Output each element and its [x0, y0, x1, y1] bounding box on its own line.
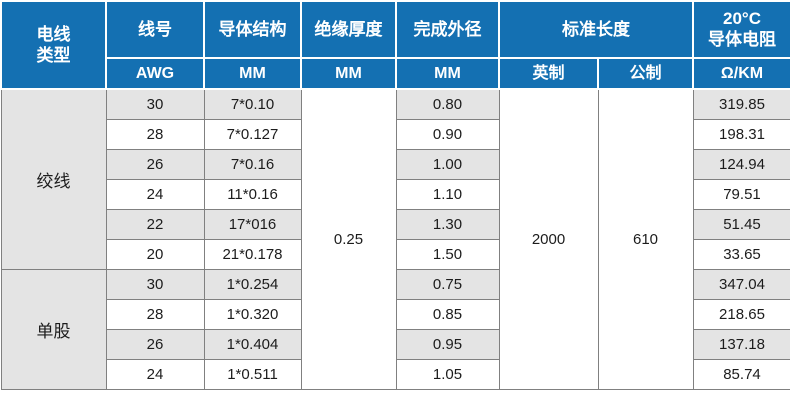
cell-awg: 24 [105, 359, 205, 390]
table-row: 22 17*016 1.30 51.45 [1, 209, 790, 240]
table-header: 电线 类型 线号 导体结构 绝缘厚度 完成外径 标准长度 20°C 导体电阻 A… [0, 0, 790, 90]
unit-od-mm: MM [395, 57, 500, 90]
header-row-titles: 电线 类型 线号 导体结构 绝缘厚度 完成外径 标准长度 20°C 导体电阻 [0, 0, 790, 90]
table-row: 24 11*0.16 1.10 79.51 [1, 179, 790, 210]
cell-resistance: 218.65 [692, 299, 790, 330]
cell-conductor: 7*0.10 [203, 88, 302, 120]
cell-conductor: 1*0.511 [203, 359, 302, 390]
cell-conductor: 7*0.16 [203, 149, 302, 180]
cell-od: 1.10 [395, 179, 500, 210]
cell-conductor: 21*0.178 [203, 239, 302, 270]
cell-od: 1.00 [395, 149, 500, 180]
cell-resistance: 51.45 [692, 209, 790, 240]
cell-od: 0.80 [395, 88, 500, 120]
merged-metric-length-cell: 610 [597, 88, 694, 390]
unit-awg: AWG [105, 57, 205, 90]
header-resistance-line1: 20°C [723, 9, 761, 29]
cell-awg: 26 [105, 149, 205, 180]
cell-awg: 22 [105, 209, 205, 240]
header-row-units: AWG MM MM MM 英制 公制 Ω/KM [1, 57, 790, 90]
wire-type-cell-solid: 单股 [0, 269, 107, 390]
cell-resistance: 124.94 [692, 149, 790, 180]
cell-resistance: 85.74 [692, 359, 790, 390]
cell-awg: 30 [105, 88, 205, 120]
cell-od: 1.50 [395, 239, 500, 270]
table-row: 28 1*0.320 0.85 218.65 [1, 299, 790, 330]
cell-awg: 28 [105, 119, 205, 150]
table-row: 24 1*0.511 1.05 85.74 [1, 359, 790, 390]
header-wire-gauge: 线号 [105, 0, 205, 59]
unit-conductor-mm: MM [203, 57, 302, 90]
cell-od: 1.30 [395, 209, 500, 240]
wire-spec-table: 电线 类型 线号 导体结构 绝缘厚度 完成外径 标准长度 20°C 导体电阻 A… [0, 0, 790, 390]
cell-awg: 20 [105, 239, 205, 270]
table-row: 20 21*0.178 1.50 33.65 [1, 239, 790, 270]
cell-conductor: 1*0.404 [203, 329, 302, 360]
table-row: 26 1*0.404 0.95 137.18 [1, 329, 790, 360]
cell-resistance: 198.31 [692, 119, 790, 150]
cell-od: 1.05 [395, 359, 500, 390]
cell-conductor: 17*016 [203, 209, 302, 240]
cell-conductor: 7*0.127 [203, 119, 302, 150]
cell-od: 0.90 [395, 119, 500, 150]
unit-metric: 公制 [597, 57, 694, 90]
cell-od: 0.95 [395, 329, 500, 360]
merged-insulation-cell: 0.25 [300, 88, 397, 390]
header-wire-type: 电线 类型 [0, 0, 107, 90]
header-resistance-line2: 导体电阻 [708, 29, 776, 49]
cell-resistance: 347.04 [692, 269, 790, 300]
unit-insulation-mm: MM [300, 57, 397, 90]
cell-od: 0.75 [395, 269, 500, 300]
header-resistance: 20°C 导体电阻 [692, 0, 790, 59]
cell-resistance: 137.18 [692, 329, 790, 360]
header-conductor-structure: 导体结构 [203, 0, 302, 59]
cell-conductor: 11*0.16 [203, 179, 302, 210]
cell-awg: 24 [105, 179, 205, 210]
cell-conductor: 1*0.320 [203, 299, 302, 330]
cell-od: 0.85 [395, 299, 500, 330]
table-row: 绞线 30 7*0.10 0.25 0.80 2000 610 319.85 [0, 88, 790, 390]
cell-awg: 30 [105, 269, 205, 300]
cell-awg: 28 [105, 299, 205, 330]
table-row: 26 7*0.16 1.00 124.94 [1, 149, 790, 180]
cell-resistance: 33.65 [692, 239, 790, 270]
cell-resistance: 319.85 [692, 88, 790, 120]
header-standard-length: 标准长度 [498, 0, 694, 59]
header-wire-type-line2: 类型 [36, 46, 71, 65]
header-wire-type-line1: 电线 [36, 24, 71, 44]
header-finished-od: 完成外径 [395, 0, 500, 59]
cell-awg: 26 [105, 329, 205, 360]
cell-conductor: 1*0.254 [203, 269, 302, 300]
wire-type-cell-stranded: 绞线 [0, 88, 107, 270]
table-row: 单股 30 1*0.254 0.75 347.04 [0, 269, 790, 390]
table-body: 绞线 30 7*0.10 0.25 0.80 2000 610 319.85 2… [0, 88, 790, 390]
unit-imperial: 英制 [498, 57, 599, 90]
unit-resistance: Ω/KM [692, 57, 790, 90]
merged-imperial-length-cell: 2000 [498, 88, 599, 390]
table-row: 28 7*0.127 0.90 198.31 [1, 119, 790, 150]
header-insulation-thickness: 绝缘厚度 [300, 0, 397, 59]
cell-resistance: 79.51 [692, 179, 790, 210]
